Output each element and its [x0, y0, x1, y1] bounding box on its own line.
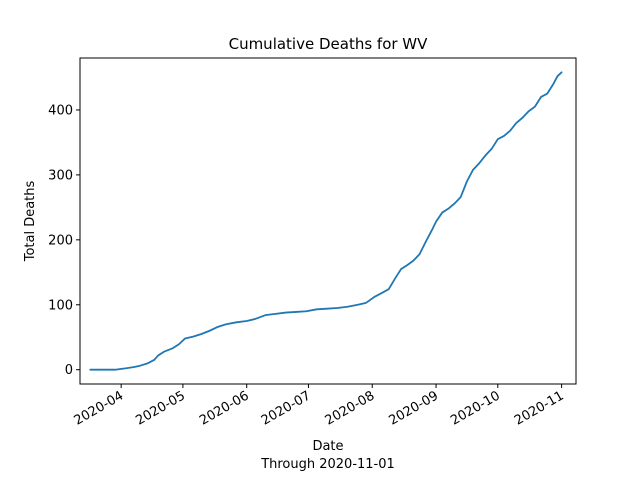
chart-title: Cumulative Deaths for WV	[229, 35, 429, 53]
y-tick-label-400: 400	[48, 103, 73, 118]
y-axis-label: Total Deaths	[23, 180, 38, 262]
plot-layer	[89, 71, 563, 371]
x-axis-sublabel: Through 2020-11-01	[260, 457, 395, 472]
series-line-0	[89, 71, 563, 371]
plot-frame	[79, 57, 577, 385]
y-tick-label-0: 0	[65, 363, 73, 378]
x-axis-label: Date	[312, 439, 343, 454]
y-tick-label-200: 200	[48, 233, 73, 248]
y-tick-label-300: 300	[48, 168, 73, 183]
y-tick-label-100: 100	[48, 298, 73, 313]
